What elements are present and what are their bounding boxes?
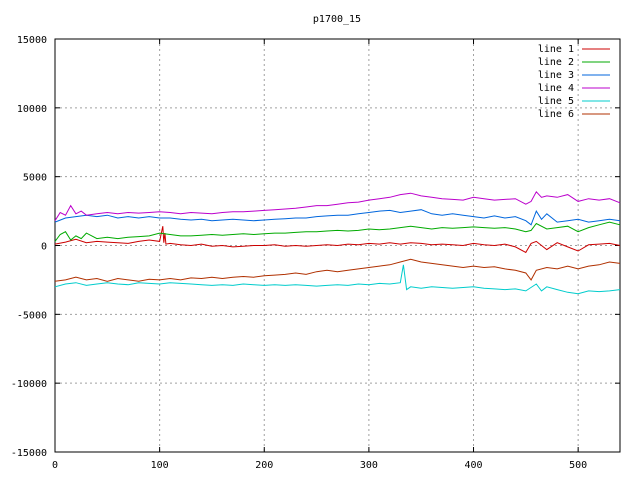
series-line-3 xyxy=(54,209,621,226)
x-tick-label: 0 xyxy=(52,460,58,471)
series-line-1 xyxy=(54,226,621,254)
axis-layer: 0 100 200 300 400 500 -15000 -10000 -5000 0 5000 10… xyxy=(11,35,621,471)
series-line-5 xyxy=(54,264,621,295)
x-tick-label: 100 xyxy=(151,460,169,471)
series-line-4 xyxy=(54,190,621,221)
y-tick-label: -15000 xyxy=(11,448,47,459)
y-tick-label: -10000 xyxy=(11,379,47,390)
x-tick-label: 400 xyxy=(464,460,482,471)
legend: line 1 line 2 line 3 line 4 line 5 line 6 xyxy=(538,44,610,120)
x-tick-label: 500 xyxy=(569,460,587,471)
series-line-2 xyxy=(54,221,621,242)
legend-label-1: line 1 xyxy=(538,44,574,55)
legend-label-3: line 3 xyxy=(538,70,574,81)
y-tick-label: 10000 xyxy=(17,104,47,115)
legend-label-4: line 4 xyxy=(538,83,574,94)
y-tick-label: 15000 xyxy=(17,35,47,46)
legend-label-6: line 6 xyxy=(538,109,574,120)
series-layer xyxy=(54,190,621,295)
legend-label-5: line 5 xyxy=(538,96,574,107)
y-tick-label: -5000 xyxy=(17,310,47,321)
y-tick-label: 0 xyxy=(41,242,47,253)
y-tick-label: 5000 xyxy=(23,173,47,184)
x-tick-label: 300 xyxy=(360,460,378,471)
chart-title: p1700_15 xyxy=(313,14,361,25)
legend-label-2: line 2 xyxy=(538,57,574,68)
series-line-6 xyxy=(54,258,621,282)
x-tick-label: 200 xyxy=(255,460,273,471)
